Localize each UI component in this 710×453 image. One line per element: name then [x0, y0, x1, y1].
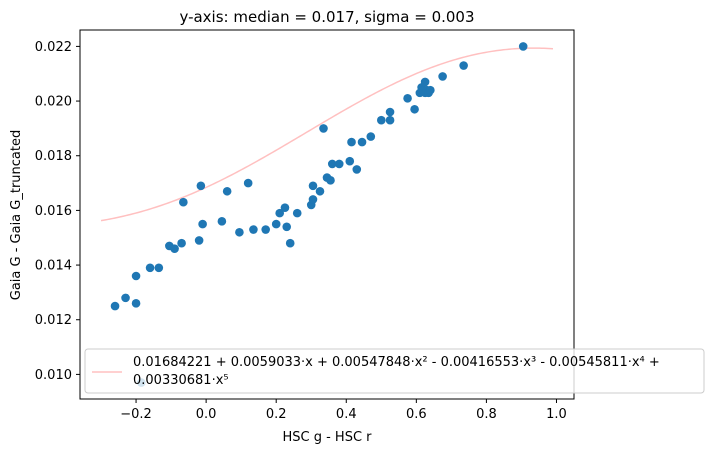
data-point	[403, 94, 412, 103]
legend: 0.01684221 + 0.0059033·x + 0.00547848·x²…	[84, 348, 705, 394]
data-point	[420, 77, 430, 87]
data-point	[377, 115, 386, 125]
plot-frame	[79, 29, 575, 400]
data-point	[154, 263, 164, 273]
data-point	[145, 263, 155, 273]
y-tick-label: 0.018	[35, 149, 72, 164]
data-point	[357, 137, 367, 147]
y-tick-label: 0.020	[35, 95, 72, 110]
y-tick-label: 0.014	[35, 259, 72, 274]
data-point	[315, 186, 325, 196]
data-point	[131, 299, 141, 308]
x-tick-label: 0.4	[336, 407, 357, 422]
y-tick-label: 0.016	[35, 204, 72, 219]
data-point	[235, 227, 244, 237]
x-tick-label: 0.6	[406, 407, 427, 422]
y-axis-label: Gaia G - Gaia G_truncated	[9, 130, 24, 301]
data-point	[198, 219, 207, 229]
data-point	[196, 181, 206, 191]
y-tick-label: 0.010	[35, 368, 72, 383]
data-point	[275, 208, 285, 218]
data-point	[352, 165, 362, 174]
x-tick-label: −0.2	[120, 407, 152, 422]
legend-box	[84, 348, 705, 394]
data-point	[282, 222, 292, 232]
data-point	[426, 85, 435, 95]
data-point	[292, 208, 302, 218]
x-tick-label: 1.0	[546, 407, 567, 422]
legend-text-line2: 0.00330681·x⁵	[133, 373, 229, 388]
fit-curve	[100, 47, 554, 222]
data-point	[110, 301, 120, 311]
data-point	[518, 42, 528, 51]
data-point	[177, 238, 186, 248]
data-point	[170, 244, 179, 253]
data-point	[194, 236, 204, 245]
data-point	[347, 137, 356, 147]
data-point	[131, 271, 141, 281]
chart-title: y-axis: median = 0.017, sigma = 0.003	[179, 8, 474, 26]
x-tick-label: 0.8	[476, 407, 497, 422]
data-point	[121, 293, 130, 303]
data-point	[308, 195, 318, 204]
data-point	[410, 104, 419, 114]
data-point	[327, 159, 337, 169]
data-point	[271, 219, 281, 229]
data-point	[366, 132, 376, 141]
y-tick-label: 0.012	[35, 313, 72, 328]
fit-curve-layer	[100, 47, 554, 222]
x-tick-label: 0.2	[266, 407, 287, 422]
data-point	[345, 156, 355, 166]
data-point	[308, 181, 318, 191]
scatter-points-layer	[110, 42, 528, 387]
data-point	[319, 124, 328, 133]
data-point	[261, 225, 270, 234]
data-point	[179, 197, 188, 207]
data-point	[285, 238, 295, 248]
data-point	[459, 61, 468, 70]
y-tick-label: 0.022	[35, 40, 72, 55]
data-point	[326, 176, 335, 185]
data-point	[438, 72, 447, 81]
x-axis-ticks: −0.2 0.0 0.2 0.4 0.6 0.8 1.0	[120, 399, 567, 422]
data-point	[385, 107, 395, 117]
data-point	[385, 115, 395, 125]
data-point	[334, 159, 344, 169]
data-point	[280, 203, 290, 212]
legend-text-line1: 0.01684221 + 0.0059033·x + 0.00547848·x²…	[133, 355, 660, 370]
x-tick-label: 0.0	[196, 407, 217, 422]
y-axis-ticks: 0.010 0.012 0.014 0.016 0.018 0.020 0.022	[35, 40, 80, 383]
data-point	[222, 186, 232, 196]
x-axis-label: HSC g - HSC r	[282, 430, 372, 445]
data-point	[217, 217, 227, 226]
data-point	[249, 225, 258, 234]
data-point	[243, 178, 253, 188]
